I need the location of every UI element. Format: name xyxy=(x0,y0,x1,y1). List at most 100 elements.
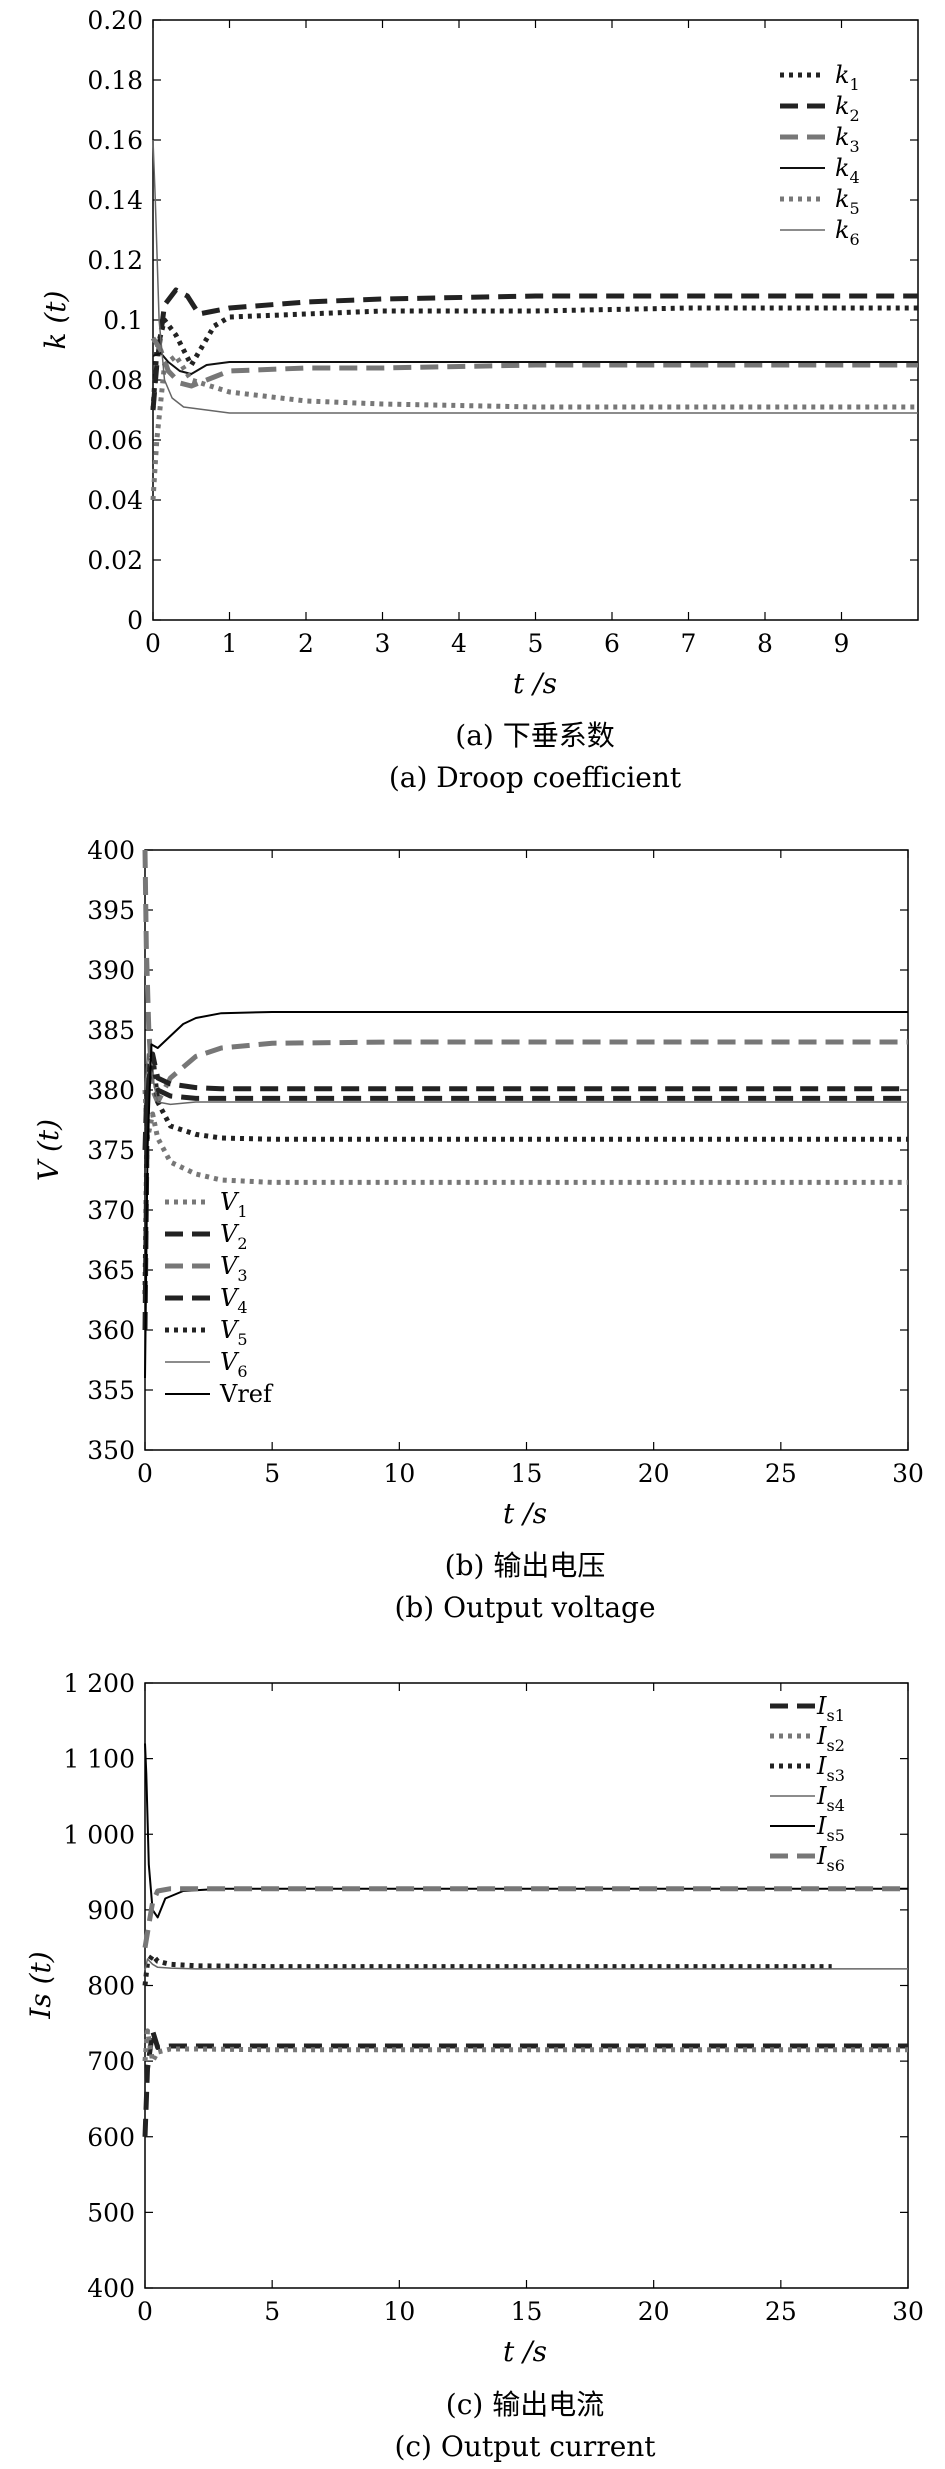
legend-label-k5: k5 xyxy=(835,185,860,218)
x-axis-label-a: t /s xyxy=(513,667,557,700)
series-line-is1 xyxy=(142,2028,908,2137)
legend-label-main: I xyxy=(816,1782,827,1810)
legend-label-k4: k4 xyxy=(835,154,860,187)
legend-label-sub: 1 xyxy=(850,75,860,94)
y-tick-label: 0.04 xyxy=(87,486,143,515)
legend-label-v3: V3 xyxy=(220,1252,248,1285)
legend-label-main: V xyxy=(220,1220,240,1248)
series-line-k2 xyxy=(150,287,918,411)
series-line-k6 xyxy=(152,139,918,414)
y-tick-label: 1 100 xyxy=(63,1745,135,1774)
series-line-k4 xyxy=(152,352,918,375)
x-tick-label: 25 xyxy=(765,1459,797,1488)
chart-panel-c: 0 5 10 15 20 25 30 400 500 600 700 800 900 1 000 1 100… xyxy=(24,1669,924,2463)
y-tick-label: 385 xyxy=(87,1016,135,1045)
series-line-vref xyxy=(144,1011,908,1379)
y-tick-label: 400 xyxy=(87,836,135,865)
x-tick-label: 0 xyxy=(145,629,161,658)
legend-label-sub: 3 xyxy=(237,1266,247,1285)
y-tick-label: 1 200 xyxy=(63,1669,135,1698)
y-tick-label: 600 xyxy=(87,2123,135,2152)
plot-frame-a xyxy=(152,19,919,621)
x-tick-label: 5 xyxy=(264,1459,280,1488)
plot-frame-b xyxy=(144,849,909,1451)
caption-cn-c: (c) 输出电流 xyxy=(446,2388,604,2421)
y-axis-label-b: V (t) xyxy=(32,1119,65,1181)
legend-label-main: I xyxy=(816,1752,827,1780)
legend-label-sub: 4 xyxy=(850,168,860,187)
chart-panel-a: 0 1 2 3 4 5 6 7 8 9 0 0.02 0.04 0.06 0.08 0.1 0.12 0.14 0.… xyxy=(39,6,919,794)
series-line-v6 xyxy=(144,1053,908,1106)
tick-layer-b: 0 5 10 15 20 25 303503553603653703753803853903… xyxy=(87,836,924,1488)
series-line-is3 xyxy=(142,1952,832,1986)
series-line-v3 xyxy=(142,849,908,1105)
plot-frame-c xyxy=(144,1682,909,2289)
legend-label-k6: k6 xyxy=(835,216,860,249)
legend-label-sub: s4 xyxy=(826,1796,844,1815)
x-tick-label: 3 xyxy=(375,629,391,658)
y-tick-label: 0.18 xyxy=(87,66,143,95)
x-tick-label: 9 xyxy=(834,629,850,658)
legend-label-vref: Vref xyxy=(219,1380,274,1408)
legend-label-main: I xyxy=(816,1692,827,1720)
legend-label-main: k xyxy=(835,92,850,120)
legend-label-main: k xyxy=(835,123,850,151)
x-axis-label-b: t /s xyxy=(503,1497,547,1530)
y-tick-label: 0 xyxy=(127,606,143,635)
legend-label-sub: s5 xyxy=(826,1826,844,1845)
series-line-is6 xyxy=(142,1886,908,1949)
y-axis-label-a: k (t) xyxy=(39,291,72,350)
y-tick-label: 375 xyxy=(87,1136,135,1165)
series-line-v1 xyxy=(142,1089,908,1185)
y-tick-label: 0.12 xyxy=(87,246,143,275)
series-line-is4 xyxy=(144,1958,908,1971)
series-layer-c xyxy=(142,1743,908,2137)
legend-label-v6: V6 xyxy=(220,1348,248,1381)
y-tick-label: 0.14 xyxy=(87,186,143,215)
legend-label-main: Vref xyxy=(219,1380,274,1408)
legend-label-main: k xyxy=(835,61,850,89)
y-tick-label: 0.20 xyxy=(87,6,143,35)
legend-label-main: V xyxy=(220,1252,240,1280)
y-tick-label: 355 xyxy=(87,1376,135,1405)
legend-label-main: I xyxy=(816,1722,827,1750)
legend-label-v1: V1 xyxy=(220,1188,248,1221)
caption-cn-a: (a) 下垂系数 xyxy=(455,719,614,752)
caption-cn-b: (b) 输出电压 xyxy=(445,1549,606,1582)
legend-label-v4: V4 xyxy=(220,1284,248,1317)
legend-label-v2: V2 xyxy=(220,1220,248,1253)
legend-label-main: I xyxy=(816,1842,827,1870)
legend-label-sub: 2 xyxy=(237,1234,247,1253)
y-tick-label: 0.02 xyxy=(87,546,143,575)
series-line-v5 xyxy=(142,1051,908,1295)
x-tick-label: 30 xyxy=(892,2297,924,2326)
legend-label-main: k xyxy=(835,154,850,182)
y-tick-label: 800 xyxy=(87,1972,135,2001)
x-tick-label: 15 xyxy=(511,2297,543,2326)
caption-en-c: (c) Output current xyxy=(394,2430,656,2463)
x-tick-label: 0 xyxy=(137,1459,153,1488)
legend-label-is3: Is3 xyxy=(816,1752,845,1785)
legend-label-sub: 4 xyxy=(237,1298,247,1317)
y-tick-label: 390 xyxy=(87,956,135,985)
legend-label-main: V xyxy=(220,1188,240,1216)
chart-panel-b: 0 5 10 15 20 25 303503553603653703753803853903… xyxy=(32,836,924,1624)
y-tick-label: 395 xyxy=(87,896,135,925)
caption-en-b: (b) Output voltage xyxy=(394,1591,655,1624)
y-tick-label: 0.1 xyxy=(103,306,143,335)
x-tick-label: 1 xyxy=(222,629,238,658)
x-tick-label: 25 xyxy=(765,2297,797,2326)
series-line-k1 xyxy=(150,305,918,411)
legend-label-sub: 5 xyxy=(850,199,860,218)
x-tick-label: 6 xyxy=(604,629,620,658)
legend-label-is6: Is6 xyxy=(816,1842,845,1875)
y-tick-label: 350 xyxy=(87,1436,135,1465)
y-tick-label: 900 xyxy=(87,1896,135,1925)
legend-label-main: I xyxy=(816,1812,827,1840)
legend-label-v5: V5 xyxy=(220,1316,248,1349)
series-line-k5 xyxy=(150,353,918,501)
series-layer-a xyxy=(150,139,918,501)
legend-label-sub: s3 xyxy=(826,1766,844,1785)
